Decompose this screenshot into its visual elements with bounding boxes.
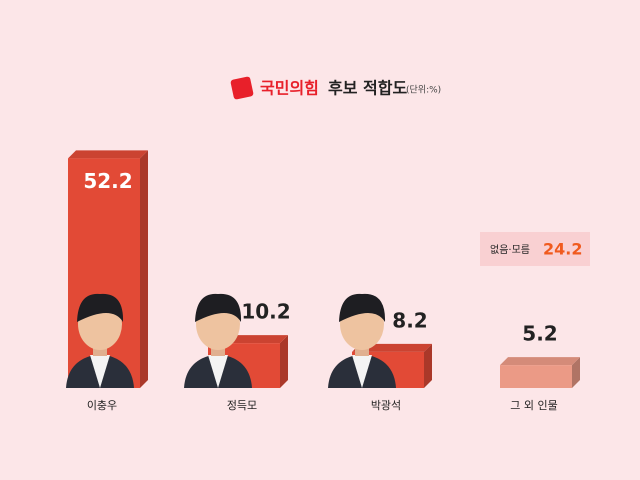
extra-label: 없음·모름 — [490, 243, 530, 256]
person-photo-hair — [339, 293, 386, 322]
bar-side — [424, 343, 432, 388]
unit-label: (단위:%) — [406, 85, 441, 96]
title-icon — [230, 76, 254, 100]
bar-top — [68, 150, 148, 159]
bar-side — [572, 357, 580, 388]
extra-box — [480, 232, 590, 266]
x-tick-label: 그 외 인물 — [510, 399, 557, 412]
bar-top — [500, 357, 580, 366]
value-label: 5.2 — [522, 322, 557, 346]
person-photo-hair — [77, 293, 124, 322]
person-photo-shirt — [352, 355, 372, 388]
bar-side — [280, 335, 288, 388]
value-label: 10.2 — [241, 300, 290, 324]
chart-title: 후보 적합도 — [328, 79, 407, 98]
x-tick-label: 이충우 — [87, 399, 117, 412]
x-tick-label: 박광석 — [371, 399, 401, 412]
x-tick-label: 정득모 — [227, 399, 257, 412]
person-photo-hair — [195, 293, 242, 322]
extra-value: 24.2 — [543, 240, 582, 259]
title-party: 국민의힘 — [260, 79, 319, 98]
person-photo-shirt — [208, 355, 228, 388]
person-photo-shirt — [90, 355, 110, 388]
bar-side — [140, 150, 148, 388]
bar — [500, 365, 572, 388]
value-label: 52.2 — [83, 169, 132, 193]
value-label: 8.2 — [392, 308, 427, 332]
